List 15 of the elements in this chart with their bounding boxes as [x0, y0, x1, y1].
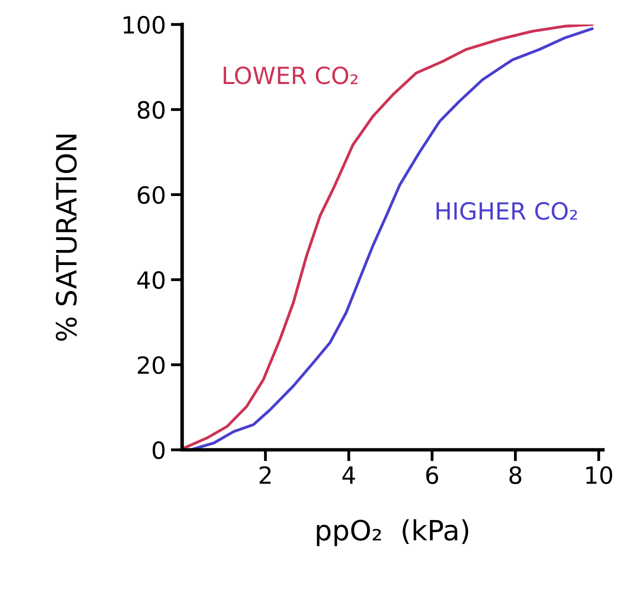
series-label: HIGHER CO₂ — [436, 202, 577, 220]
series-label: LOWER CO₂ — [224, 66, 358, 84]
y-tick-label: 20 — [138, 356, 165, 374]
x-axis-title: ppO₂ (kPa) — [316, 519, 468, 546]
x-tick-label: 10 — [586, 466, 612, 484]
x-tick-label: 8 — [509, 466, 522, 484]
y-tick-label: 60 — [138, 186, 165, 204]
y-tick-label: 100 — [124, 16, 165, 34]
x-tick-label: 4 — [342, 466, 355, 484]
y-axis-title: % SATURATION — [56, 134, 77, 341]
y-tick-label: 80 — [138, 100, 165, 119]
y-tick-label: 40 — [137, 271, 165, 289]
y-tick-label: 0 — [152, 441, 165, 460]
x-tick-label: 2 — [260, 466, 271, 484]
x-tick-label: 6 — [426, 466, 438, 484]
